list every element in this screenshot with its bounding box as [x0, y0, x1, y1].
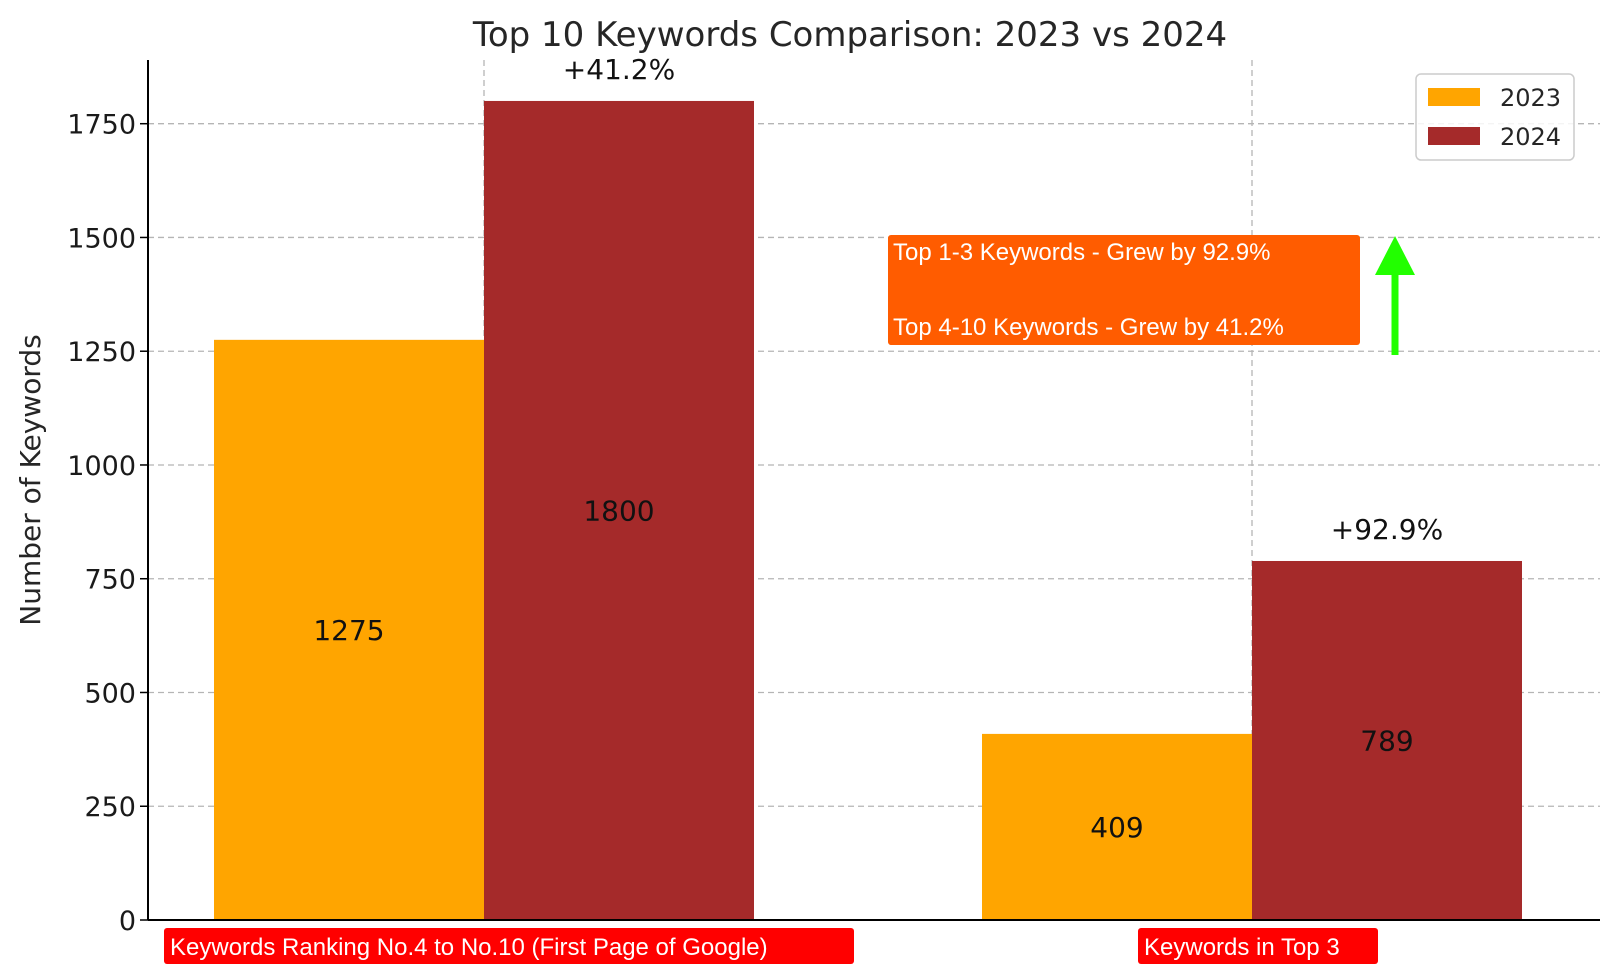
category-labels: Keywords Ranking No.4 to No.10 (First Pa… [164, 928, 1378, 964]
bars [214, 100, 1522, 920]
legend-label: 2023 [1500, 84, 1561, 112]
bar-2023-1 [214, 339, 484, 920]
growth-label: +92.9% [1331, 513, 1443, 546]
y-tick-label: 1500 [67, 223, 136, 254]
axes [147, 60, 1600, 921]
annotation-background [888, 235, 1360, 345]
legend-label: 2024 [1500, 123, 1561, 151]
data-label: 1275 [313, 614, 384, 647]
annotation-box: Top 1-3 Keywords - Grew by 92.9% Top 4-10… [888, 235, 1415, 355]
y-tick-label: 750 [84, 565, 136, 596]
y-tick-label: 1000 [67, 451, 136, 482]
y-tick-label: 1250 [67, 337, 136, 368]
bar-2023-2 [982, 733, 1252, 920]
legend-swatch [1428, 127, 1480, 145]
y-tick-label: 1750 [67, 110, 136, 141]
bar-2024-1 [484, 100, 754, 920]
bar-2024-2 [1252, 560, 1522, 920]
data-label: 409 [1090, 811, 1143, 844]
data-labels: 1275 409 1800 789 +41.2% +92.9% [313, 53, 1443, 844]
annotation-line-1: Top 1-3 Keywords - Grew by 92.9% [893, 239, 1271, 266]
y-tick-label: 250 [84, 792, 136, 823]
legend-swatch [1428, 88, 1480, 106]
y-tick-label: 0 [119, 906, 136, 937]
category-label: Keywords Ranking No.4 to No.10 (First Pa… [170, 934, 768, 961]
y-axis-ticks: 0 250 500 750 1000 1250 1500 1750 [67, 110, 148, 937]
growth-label: +41.2% [563, 53, 675, 86]
annotation-line-2: Top 4-10 Keywords - Grew by 41.2% [893, 314, 1284, 341]
legend: 2023 2024 [1415, 73, 1575, 161]
category-label-box [1138, 928, 1378, 964]
category-label-box [164, 928, 854, 964]
category-label: Keywords in Top 3 [1144, 934, 1340, 961]
data-label: 1800 [583, 494, 654, 527]
growth-arrow-head-icon [1375, 236, 1415, 275]
y-tick-label: 500 [84, 678, 136, 709]
data-label: 789 [1360, 724, 1413, 757]
y-axis-label: Number of Keywords [14, 334, 47, 625]
chart-title: Top 10 Keywords Comparison: 2023 vs 2024 [472, 15, 1227, 55]
